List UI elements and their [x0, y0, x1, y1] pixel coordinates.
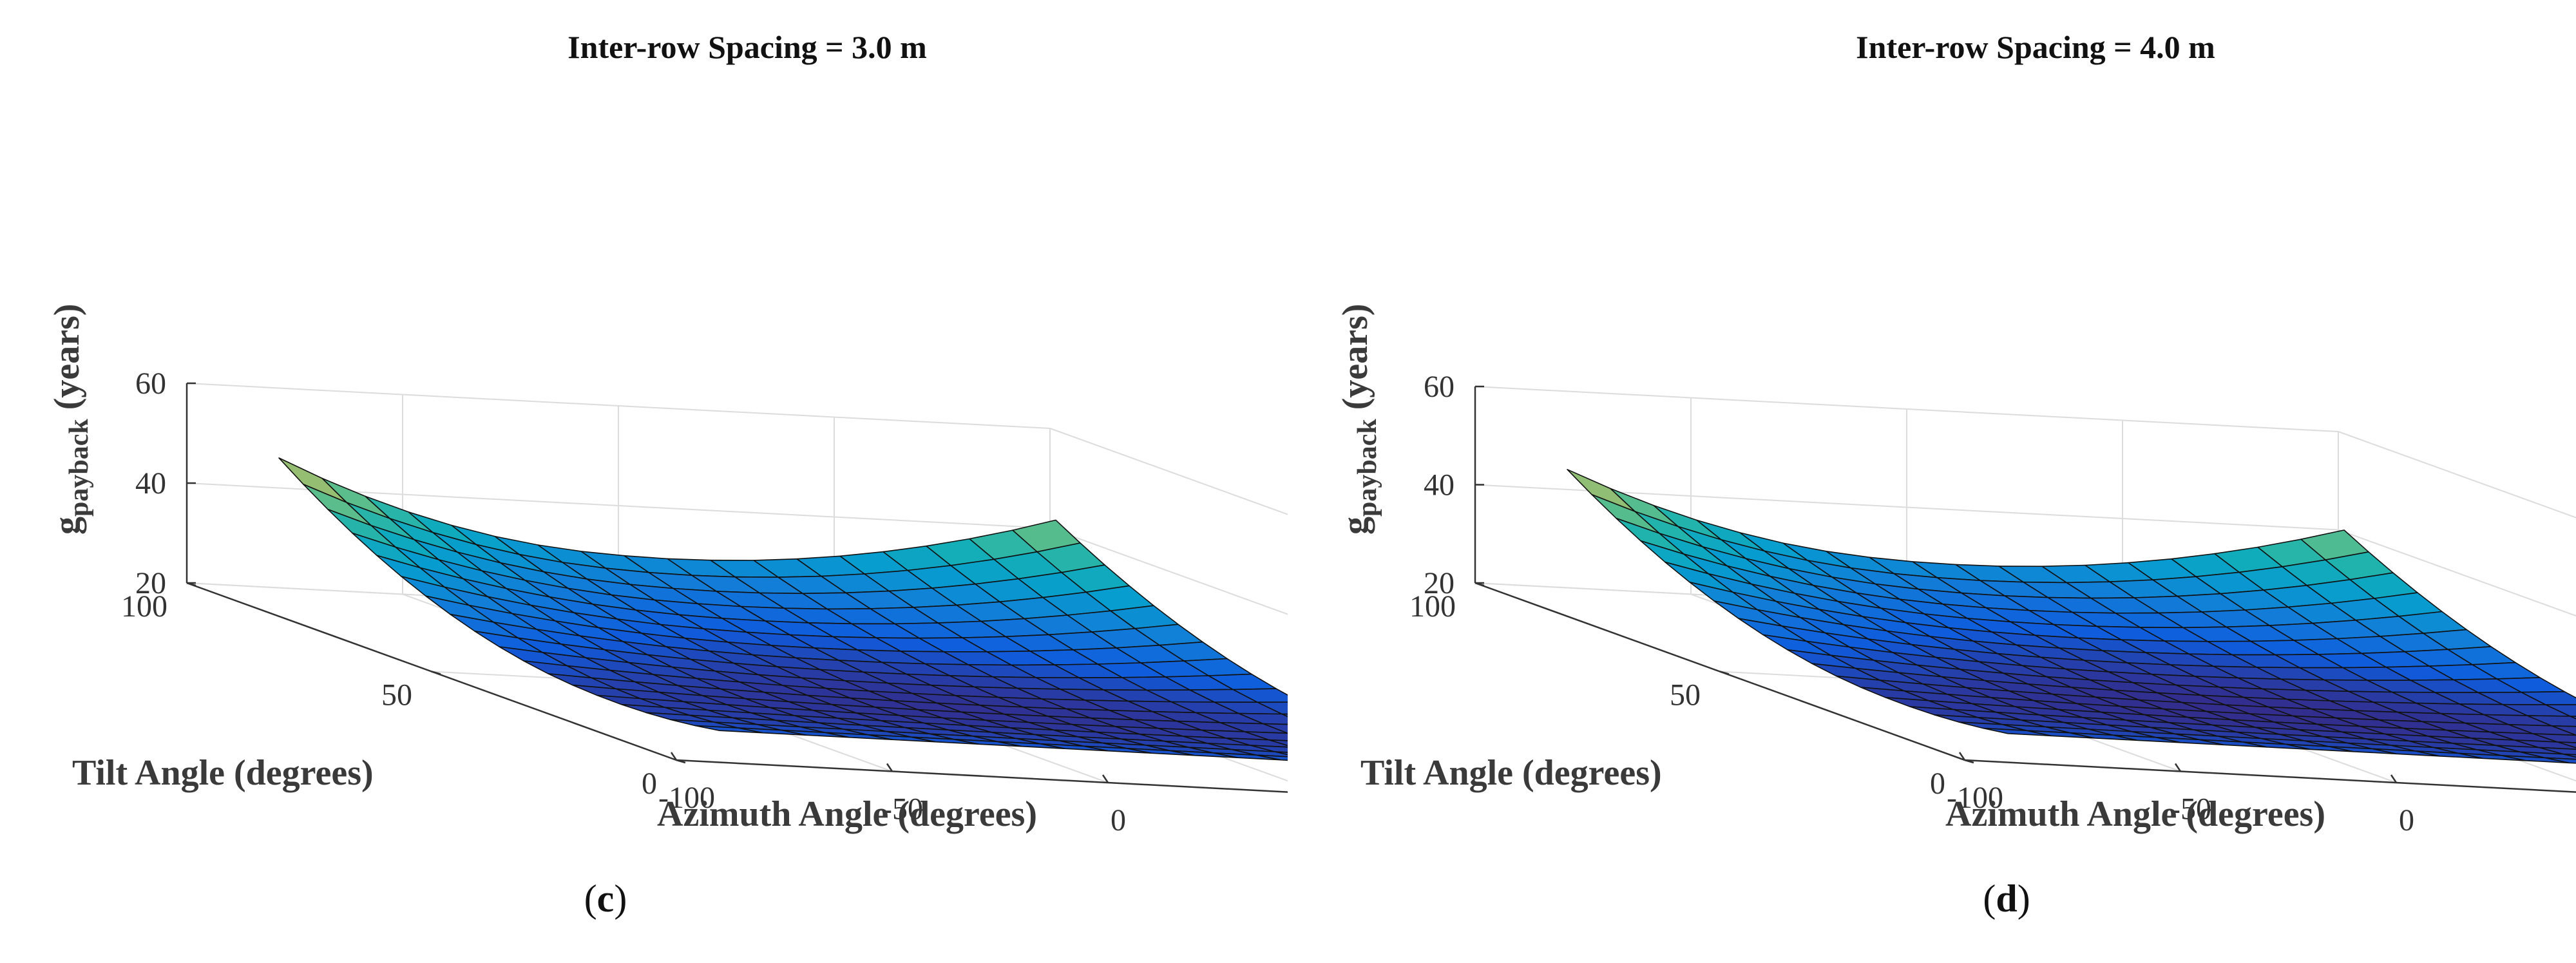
z-axis-label-sub: payback [64, 419, 94, 517]
grid-line [2338, 431, 2576, 519]
x-tick-mark [2390, 774, 2398, 783]
y-tick-label: 100 [1409, 589, 1456, 624]
z-axis-label: gpayback (years) [47, 303, 94, 535]
y-tick-label: 0 [1930, 767, 1945, 801]
z-tick-label: 40 [1424, 468, 1455, 502]
x-tick-label: -50 [2170, 792, 2211, 826]
x-tick-mark [1102, 774, 1109, 783]
z-tick-label: 60 [1424, 370, 1455, 404]
chart-title: Inter-row Spacing = 3.0 m [568, 29, 927, 65]
y-tick-mark [1719, 671, 1730, 675]
x-tick-label: -100 [1947, 781, 2003, 815]
z-axis-label-unit: (years) [1335, 303, 1375, 419]
x-tick-mark [670, 752, 678, 761]
y-tick-mark [676, 759, 686, 764]
z-tick-label: 40 [135, 466, 166, 501]
y-axis-label: Tilt Angle (degrees) [1360, 753, 1662, 793]
x-axis-label: Azimuth Angle (degrees) [1945, 794, 2325, 834]
panel-caption: (d) [1983, 877, 2030, 920]
x-tick-label: -100 [658, 781, 715, 815]
z-tick-label: 20 [135, 566, 166, 600]
y-tick-label: 50 [1670, 678, 1701, 712]
surface-cell [2570, 716, 2576, 720]
z-axis-label-main: g [1335, 517, 1375, 535]
y-tick-label: 100 [121, 589, 167, 624]
panel-letter: d [1996, 877, 2017, 920]
x-tick-mark [886, 763, 893, 772]
x-tick-mark [2174, 763, 2182, 772]
z-tick-label: 20 [1424, 566, 1455, 600]
surface-mesh [1567, 468, 2576, 764]
panel-letter: c [597, 877, 615, 920]
panel-caption: (c) [584, 877, 627, 920]
y-tick-mark [1964, 759, 1974, 764]
surface-cell [1983, 727, 2052, 737]
x-tick-label: 0 [2399, 803, 2414, 837]
surface-cell [694, 725, 763, 734]
z-axis-label: gpayback (years) [1335, 303, 1382, 535]
axis-labels: Inter-row Spacing = 3.0 m Azimuth Angle … [47, 29, 1037, 920]
x-axis-label: Azimuth Angle (degrees) [657, 794, 1037, 834]
y-axis-label: Tilt Angle (degrees) [72, 753, 374, 793]
z-axis-label-sub: payback [1353, 419, 1382, 517]
x-tick-mark [1958, 752, 1966, 761]
surface-cell [278, 457, 347, 503]
z-axis-label-main: g [47, 517, 87, 535]
y-tick-mark [1474, 582, 1485, 587]
y-tick-label: 50 [381, 678, 412, 712]
grid-line [2338, 529, 2576, 617]
y-tick-label: 0 [642, 767, 657, 801]
surface-cell [1281, 713, 1288, 718]
surface-mesh [278, 457, 1288, 761]
z-axis-label-unit: (years) [47, 303, 87, 419]
z-tick-label: 60 [135, 367, 166, 401]
x-tick-label: 0 [1111, 803, 1126, 837]
grid-line [1049, 428, 1288, 515]
chart-title: Inter-row Spacing = 4.0 m [1856, 29, 2215, 65]
y-tick-mark [186, 582, 196, 587]
x-tick-label: -50 [882, 792, 923, 826]
y-tick-mark [431, 671, 441, 675]
axis-labels: Inter-row Spacing = 4.0 m Azimuth Angle … [1335, 29, 2325, 920]
grid-line [1049, 528, 1288, 615]
